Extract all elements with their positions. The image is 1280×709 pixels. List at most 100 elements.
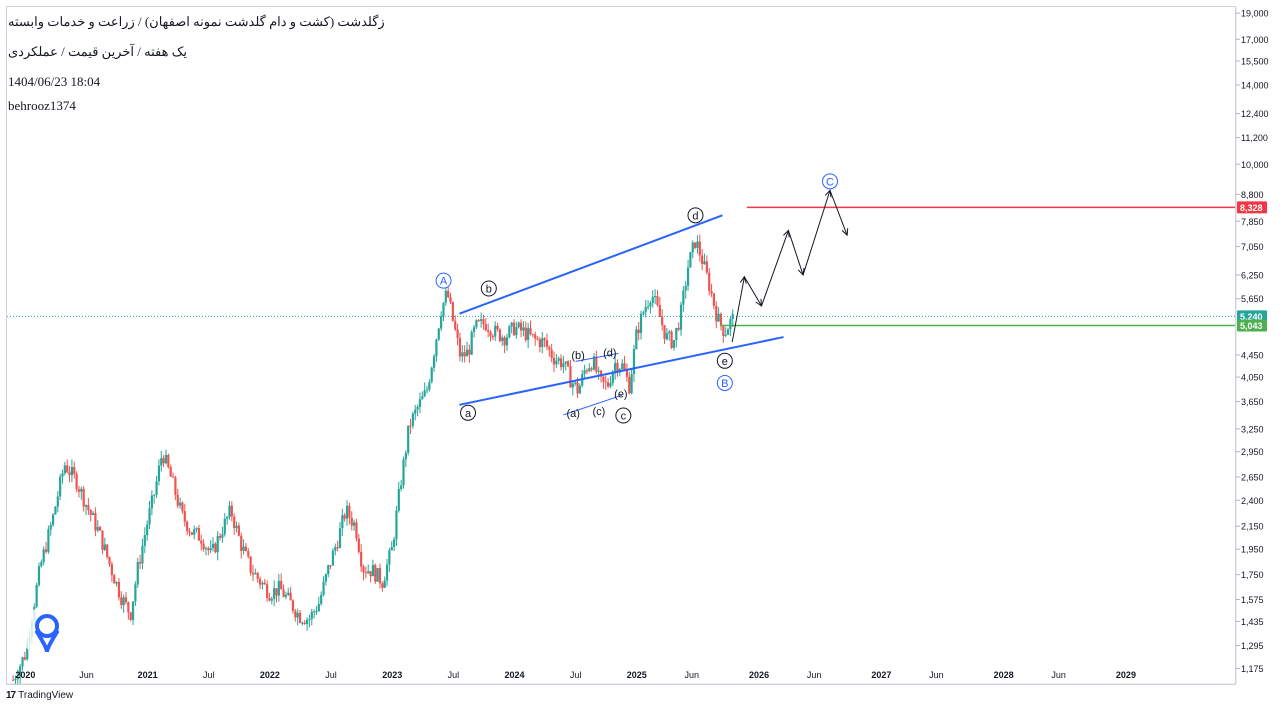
forecast-segment[interactable] (829, 190, 848, 236)
candle-body (552, 357, 556, 365)
candle-body (378, 568, 382, 584)
candle-body (611, 371, 614, 384)
candle-body (148, 508, 151, 525)
candle-body (444, 290, 447, 303)
candle-body (233, 516, 236, 528)
price-tick-label: 8,800 (1241, 190, 1264, 200)
candle-body (296, 612, 299, 618)
inner-trendline[interactable] (575, 352, 619, 362)
candle-body (454, 320, 457, 330)
candle-body (315, 611, 318, 613)
wave-label-circle-icon (822, 173, 839, 190)
forecast-arrowhead-icon (841, 228, 849, 237)
candle-body (491, 336, 494, 338)
wave-label-circle-icon (435, 272, 452, 289)
price-tick-label: 10,000 (1241, 160, 1269, 170)
candle-body (35, 585, 38, 607)
candle-body (480, 319, 483, 321)
channel-trendline[interactable] (459, 214, 723, 315)
candle-body (249, 556, 252, 573)
forecast-segment[interactable] (731, 276, 745, 343)
price-tick-label: 11,200 (1241, 133, 1268, 143)
time-tick-label: 2023 (382, 670, 402, 680)
candle-body (49, 524, 52, 530)
inner-trendline[interactable] (563, 394, 623, 416)
candle-body (597, 370, 600, 372)
tradingview-brand[interactable]: 17 TradingView (6, 690, 73, 701)
candle-body (390, 546, 393, 551)
candle-body (282, 589, 285, 597)
price-tick-label: 4,450 (1241, 350, 1264, 360)
forecast-segment[interactable] (761, 230, 789, 307)
candle-body (357, 538, 360, 552)
candle-body (301, 622, 304, 624)
candle-body (498, 329, 502, 341)
candle-body (576, 382, 579, 394)
candle-body (501, 337, 504, 341)
candle-body (381, 583, 384, 588)
candle-body (418, 399, 422, 407)
candle-body (155, 481, 158, 495)
candle-body (26, 641, 29, 660)
forecast-segment[interactable] (787, 230, 804, 276)
candle-body (322, 581, 325, 595)
candle-body (715, 305, 718, 322)
drawings[interactable] (7, 206, 1236, 416)
candle-body (451, 302, 454, 321)
forecast-segment[interactable] (802, 190, 831, 276)
candle-body (649, 302, 652, 307)
time-tick-label: 2027 (871, 670, 891, 680)
candle-body (661, 316, 664, 326)
channel-trendline[interactable] (459, 336, 784, 406)
time-axis[interactable]: 2020 Jun 2021 Jul 2022 Jul 2023 Jul 2024 Jul 2025 J… (15, 670, 1136, 680)
candle-body (70, 467, 74, 476)
candle-body (54, 506, 57, 515)
candle-body (68, 472, 71, 476)
candle-body (726, 329, 730, 335)
candle-body (630, 374, 633, 394)
candle-body (345, 505, 349, 519)
wave-label: e (722, 356, 728, 368)
candle-body (722, 325, 725, 336)
candle-body (374, 564, 377, 582)
candle-body (494, 325, 497, 337)
candle-body (178, 502, 182, 506)
candle-body (644, 306, 647, 313)
candle-body (40, 562, 43, 567)
candle-body (637, 329, 640, 334)
price-marker-label: 5,240 (1240, 312, 1263, 322)
candle-body (216, 536, 219, 553)
candle-body (691, 242, 694, 253)
tradingview-label: TradingView (18, 690, 74, 701)
candle-body (432, 356, 436, 368)
candle-body (371, 564, 375, 577)
candle-body (303, 622, 306, 624)
candle-body (724, 334, 727, 336)
candle-body (654, 296, 657, 298)
time-tick-label: 2024 (504, 670, 524, 680)
candle-body (59, 476, 62, 497)
candle-body (529, 328, 532, 334)
price-tick-label: 7,850 (1241, 217, 1264, 227)
candle-body (548, 346, 551, 350)
candle-body (651, 296, 654, 303)
candle-body (110, 564, 113, 576)
candle-body (694, 242, 697, 248)
candle-body (665, 333, 668, 340)
time-tick-label: Jun (685, 670, 700, 680)
candle-body (82, 488, 85, 507)
candle-body (682, 290, 685, 305)
forecast-segment[interactable] (743, 276, 762, 307)
price-axis[interactable]: 19,000 17,000 15,500 14,000 12,400 11,200 10,0… (1236, 9, 1269, 674)
candle-body (541, 338, 544, 348)
candle-body (77, 489, 81, 492)
candle-body (235, 525, 238, 528)
candle-body (294, 610, 297, 618)
candle-body (96, 527, 99, 531)
candle-body (131, 601, 135, 620)
candle-body (658, 304, 661, 317)
candle-body (569, 366, 572, 388)
forecast-path[interactable] (731, 189, 849, 343)
